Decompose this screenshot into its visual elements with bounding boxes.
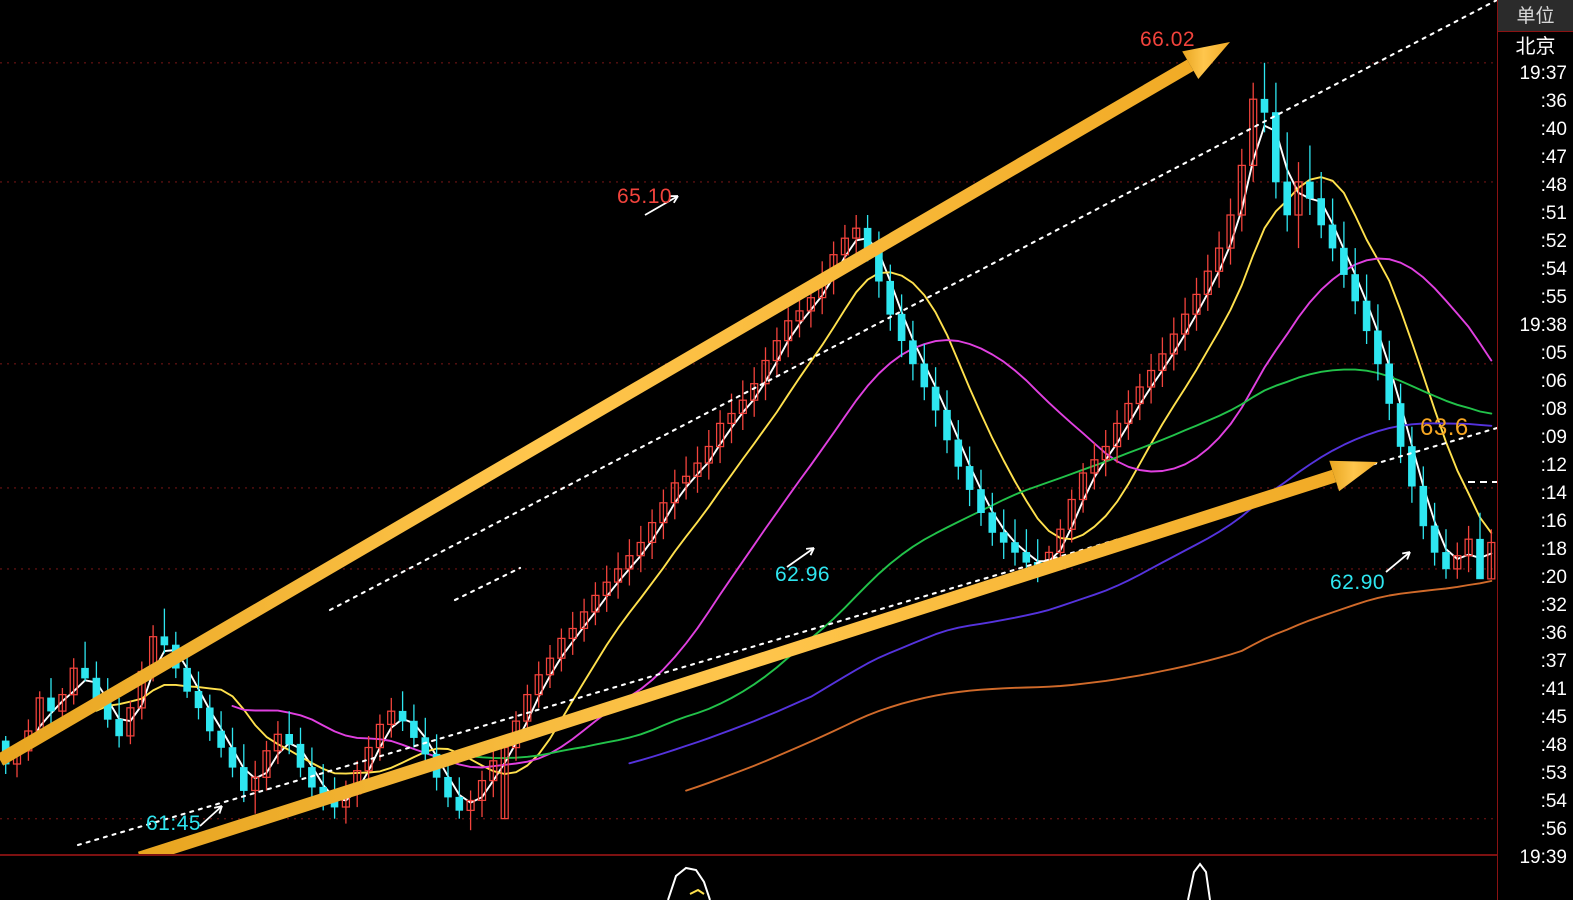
sub-indicator-peak-left-accent [689,888,705,895]
axis-tick: :08 [1540,399,1567,420]
axis-tick: :36 [1540,91,1567,112]
time-axis-panel[interactable]: 单位 北京 19:37 :36 :40 :47 :48 :51 :52 :54 :55 19:38:… [1497,0,1573,900]
axis-tick: :53 [1540,763,1567,784]
panel-separator [0,854,1497,856]
price-label-current: 63.6 [1420,414,1469,441]
moving-average-lines [27,124,1493,804]
candlestick-series [1,62,1496,831]
axis-tick: :32 [1540,595,1567,616]
price-label-low-right: 62.90 [1330,571,1386,594]
axis-tick-city: 北京 [1515,34,1556,58]
sub-panel-canvas [667,862,1211,900]
price-label-high-left: 65.10 [617,185,673,208]
axis-tick: 19:39 [1519,847,1567,868]
price-label-low-mid: 62.96 [775,563,831,586]
axis-tick: 19:37 [1519,63,1567,84]
axis-tick: :48 [1540,175,1567,196]
label-pointer-arrows [199,51,1411,827]
axis-tick: 19:38 [1519,315,1567,336]
axis-tick: :56 [1540,819,1567,840]
axis-tick: :37 [1540,651,1567,672]
axis-tick-list: 北京 19:37 :36 :40 :47 :48 :51 :52 :54 :55 19:38 :05:… [1498,32,1573,872]
price-label-high-right: 66.02 [1140,28,1196,51]
chart-canvas [0,0,1497,860]
dotted-trendlines [76,0,1497,847]
price-label-low-left: 61:45 [146,812,202,835]
candlestick-chart-area[interactable]: 66.02 65.10 62.96 62.90 61:45 63.6 [0,0,1497,900]
sub-indicator-peak-left [667,866,711,900]
axis-tick: :48 [1540,735,1567,756]
axis-header-unit: 单位 [1498,0,1573,32]
axis-tick: :12 [1540,455,1567,476]
axis-tick: :18 [1540,539,1567,560]
sub-indicator-peak-right [1187,862,1211,900]
axis-tick: :36 [1540,623,1567,644]
axis-tick: :55 [1540,287,1567,308]
axis-tick: :40 [1540,119,1567,140]
axis-tick: :06 [1540,371,1567,392]
axis-tick: :45 [1540,707,1567,728]
axis-tick: :41 [1540,679,1567,700]
axis-tick: :09 [1540,427,1567,448]
indicator-sub-panel[interactable] [0,856,1497,900]
trend-arrows [0,42,1378,860]
axis-tick: :54 [1540,259,1567,280]
axis-tick: :05 [1540,343,1567,364]
axis-tick: :20 [1540,567,1567,588]
axis-tick: :51 [1540,203,1567,224]
axis-tick: :14 [1540,483,1567,504]
axis-tick: :16 [1540,511,1567,532]
axis-tick: :47 [1540,147,1567,168]
axis-tick: :52 [1540,231,1567,252]
axis-tick: :54 [1540,791,1567,812]
